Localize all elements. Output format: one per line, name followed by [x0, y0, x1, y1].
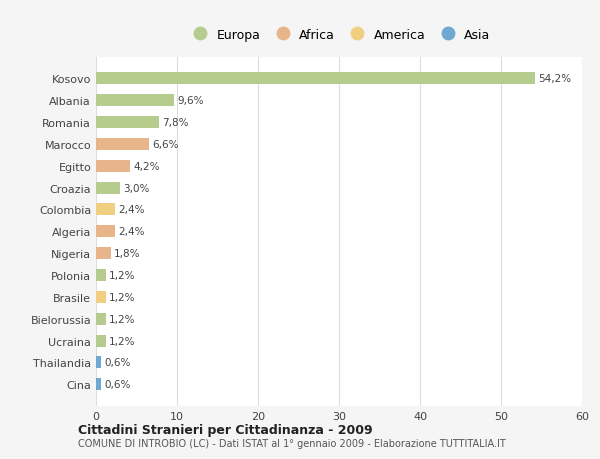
Legend: Europa, Africa, America, Asia: Europa, Africa, America, Asia	[182, 23, 496, 46]
Bar	[96, 182, 120, 194]
Text: 2,4%: 2,4%	[119, 227, 145, 237]
Bar	[96, 117, 159, 129]
Text: 2,4%: 2,4%	[119, 205, 145, 215]
Bar	[96, 247, 110, 260]
Bar	[96, 335, 106, 347]
Text: 0,6%: 0,6%	[104, 380, 130, 389]
Bar	[96, 73, 535, 85]
Text: 0,6%: 0,6%	[104, 358, 130, 368]
Bar	[96, 204, 115, 216]
Bar	[96, 269, 106, 281]
Text: 1,2%: 1,2%	[109, 270, 136, 280]
Bar	[96, 160, 130, 173]
Bar	[96, 139, 149, 151]
Bar	[96, 357, 101, 369]
Bar	[96, 378, 101, 390]
Text: COMUNE DI INTROBIO (LC) - Dati ISTAT al 1° gennaio 2009 - Elaborazione TUTTITALI: COMUNE DI INTROBIO (LC) - Dati ISTAT al …	[78, 438, 506, 448]
Text: 1,8%: 1,8%	[114, 249, 140, 258]
Bar	[96, 95, 174, 107]
Bar	[96, 291, 106, 303]
Text: Cittadini Stranieri per Cittadinanza - 2009: Cittadini Stranieri per Cittadinanza - 2…	[78, 423, 373, 436]
Text: 1,2%: 1,2%	[109, 314, 136, 324]
Text: 1,2%: 1,2%	[109, 292, 136, 302]
Bar	[96, 313, 106, 325]
Bar	[96, 226, 115, 238]
Text: 3,0%: 3,0%	[124, 183, 150, 193]
Text: 7,8%: 7,8%	[163, 118, 189, 128]
Text: 54,2%: 54,2%	[538, 74, 571, 84]
Text: 6,6%: 6,6%	[152, 140, 179, 150]
Text: 9,6%: 9,6%	[177, 96, 203, 106]
Text: 4,2%: 4,2%	[133, 162, 160, 171]
Text: 1,2%: 1,2%	[109, 336, 136, 346]
